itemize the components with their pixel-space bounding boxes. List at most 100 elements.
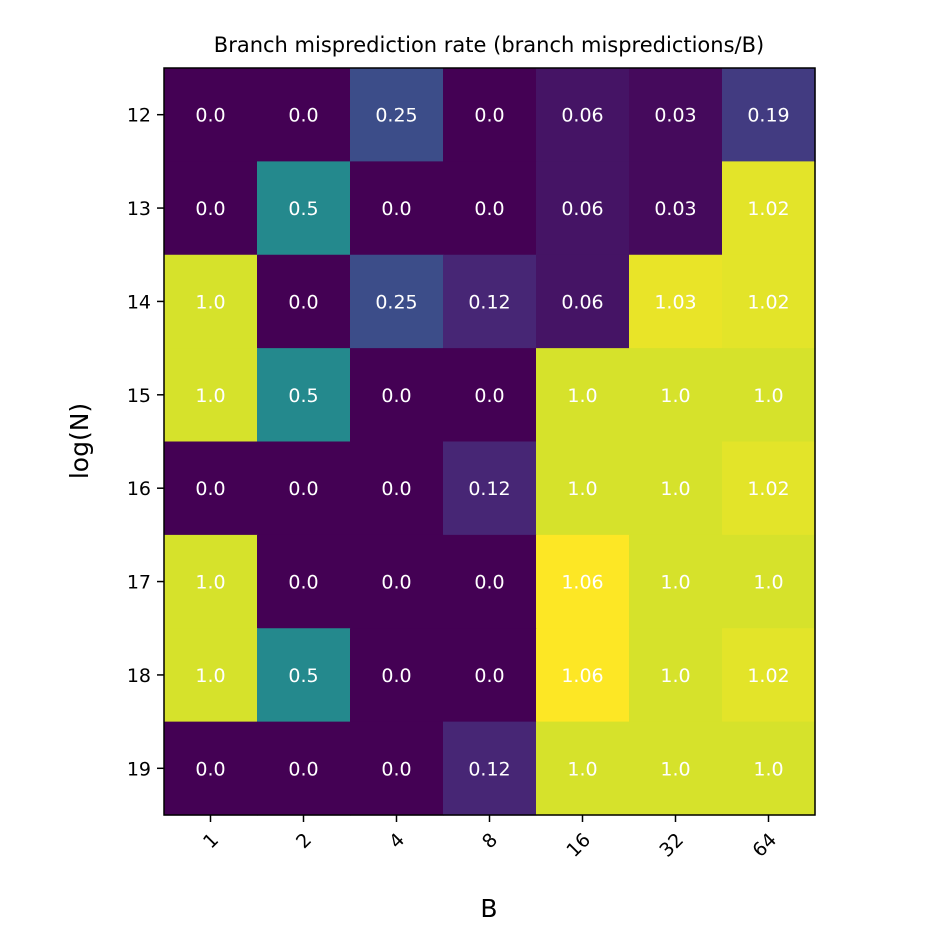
heatmap-cell <box>350 441 444 536</box>
y-tick-label: 15 <box>127 385 151 407</box>
heatmap-cell <box>443 348 537 443</box>
cell-value-label: 0.0 <box>381 478 411 500</box>
heatmap-cells <box>164 68 816 816</box>
cell-value-label: 0.0 <box>381 665 411 687</box>
y-axis-label: log(N) <box>65 403 94 479</box>
y-tick-label: 17 <box>127 572 151 594</box>
cell-value-label: 0.0 <box>288 478 318 500</box>
heatmap-cell <box>536 534 630 629</box>
heatmap-cell <box>443 534 537 629</box>
cell-value-label: 0.03 <box>654 198 696 220</box>
cell-value-label: 0.19 <box>747 105 789 127</box>
cell-value-label: 0.0 <box>381 572 411 594</box>
heatmap-cell <box>164 534 258 629</box>
heatmap-cell <box>257 68 351 162</box>
y-axis-ticks: 12 13 14 15 16 17 18 19 <box>127 105 164 780</box>
x-axis-label: B <box>480 894 497 923</box>
cell-value-label: 0.03 <box>654 105 696 127</box>
x-tick-label: 32 <box>655 829 688 862</box>
cell-value-label: 0.5 <box>288 665 318 687</box>
heatmap-cell <box>536 161 630 256</box>
cell-value-label: 1.0 <box>660 665 690 687</box>
y-tick-label: 18 <box>127 665 151 687</box>
heatmap-cell <box>443 68 537 162</box>
heatmap-cell <box>536 628 630 723</box>
cell-value-label: 0.5 <box>288 198 318 220</box>
cell-value-label: 0.12 <box>468 758 510 780</box>
heatmap-cell <box>350 628 444 723</box>
cell-value-label: 1.06 <box>561 665 603 687</box>
heatmap-cell-labels: 0.0 0.0 0.25 0.0 0.06 0.03 0.19 0.0 0.5 0.0 0.0 0.0… <box>195 105 789 781</box>
cell-value-label: 0.5 <box>288 385 318 407</box>
y-tick-label: 19 <box>127 758 151 780</box>
cell-value-label: 1.02 <box>747 478 789 500</box>
cell-value-label: 0.06 <box>561 291 603 313</box>
heatmap-cell <box>164 348 258 443</box>
cell-value-label: 0.0 <box>474 665 504 687</box>
heatmap-cell <box>350 254 444 349</box>
heatmap-cell <box>722 68 816 162</box>
cell-value-label: 1.0 <box>195 572 225 594</box>
cell-value-label: 1.03 <box>654 291 696 313</box>
heatmap-cell <box>350 348 444 443</box>
heatmap-cell <box>257 721 351 816</box>
heatmap-cell <box>629 721 723 816</box>
x-axis-ticks: 1 2 4 8 16 32 64 <box>199 815 781 862</box>
heatmap-cell <box>629 348 723 443</box>
cell-value-label: 0.0 <box>288 105 318 127</box>
x-tick-label: 64 <box>748 829 781 862</box>
cell-value-label: 1.0 <box>660 385 690 407</box>
cell-value-label: 1.0 <box>567 478 597 500</box>
heatmap-cell <box>257 348 351 443</box>
x-tick-label: 8 <box>478 829 502 853</box>
x-tick-label: 16 <box>562 829 595 862</box>
cell-value-label: 0.0 <box>195 478 225 500</box>
x-tick-label: 2 <box>292 829 316 853</box>
cell-value-label: 0.06 <box>561 105 603 127</box>
heatmap-cell <box>164 628 258 723</box>
cell-value-label: 0.25 <box>375 291 417 313</box>
heatmap-cell <box>350 721 444 816</box>
cell-value-label: 0.0 <box>288 291 318 313</box>
heatmap-cell <box>536 254 630 349</box>
heatmap-cell <box>536 348 630 443</box>
cell-value-label: 1.0 <box>660 478 690 500</box>
y-tick-label: 12 <box>127 105 151 127</box>
cell-value-label: 0.12 <box>468 291 510 313</box>
cell-value-label: 0.12 <box>468 478 510 500</box>
cell-value-label: 0.0 <box>288 758 318 780</box>
heatmap-cell <box>443 254 537 349</box>
cell-value-label: 1.06 <box>561 572 603 594</box>
heatmap-cell <box>164 161 258 256</box>
heatmap-cell <box>443 721 537 816</box>
heatmap-cell <box>164 68 258 162</box>
heatmap-cell <box>164 441 258 536</box>
heatmap-cell <box>443 628 537 723</box>
heatmap-cell <box>350 161 444 256</box>
cell-value-label: 1.0 <box>195 291 225 313</box>
cell-value-label: 0.0 <box>474 198 504 220</box>
cell-value-label: 0.0 <box>381 385 411 407</box>
heatmap-cell <box>722 161 816 256</box>
cell-value-label: 1.0 <box>753 758 783 780</box>
cell-value-label: 0.0 <box>474 572 504 594</box>
heatmap-cell <box>629 254 723 349</box>
cell-value-label: 1.0 <box>753 385 783 407</box>
heatmap-cell <box>629 161 723 256</box>
cell-value-label: 0.25 <box>375 105 417 127</box>
heatmap-cell <box>722 721 816 816</box>
cell-value-label: 0.0 <box>474 105 504 127</box>
heatmap-cell <box>350 68 444 162</box>
heatmap-cell <box>443 161 537 256</box>
heatmap-cell <box>629 534 723 629</box>
heatmap-cell <box>722 254 816 349</box>
heatmap-cell <box>629 441 723 536</box>
cell-value-label: 1.02 <box>747 198 789 220</box>
cell-value-label: 0.06 <box>561 198 603 220</box>
heatmap-cell <box>536 721 630 816</box>
x-tick-label: 1 <box>199 829 223 853</box>
cell-value-label: 0.0 <box>195 758 225 780</box>
heatmap-cell <box>629 68 723 162</box>
heatmap-cell <box>257 628 351 723</box>
